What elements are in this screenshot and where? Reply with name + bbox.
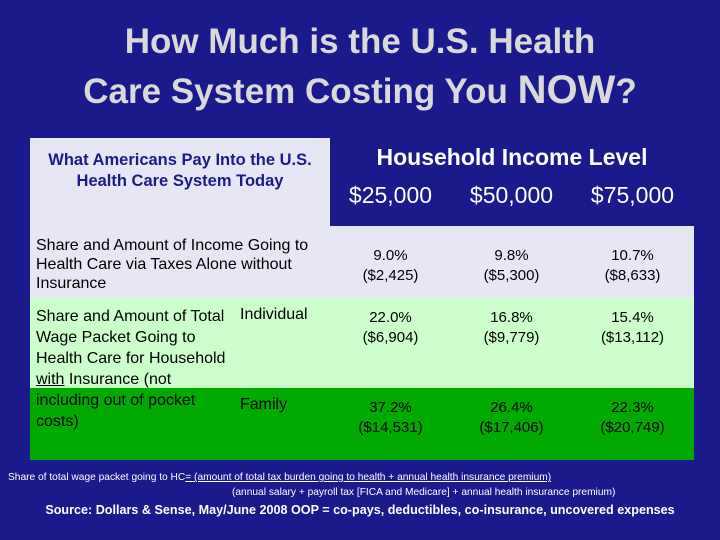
- income-header: Household Income Level $25,000 $50,000 $…: [330, 138, 694, 226]
- income-25000: $25,000: [348, 182, 433, 208]
- title-line-2-prefix: Care System Costing You: [83, 72, 518, 111]
- individual-amt-50000: ($9,779): [483, 329, 540, 346]
- income-group-heading: Household Income Level: [376, 144, 648, 170]
- taxes-pct-50000: 9.8%: [494, 247, 529, 264]
- taxes-amt-75000: ($8,633): [604, 267, 661, 284]
- income-50000: $50,000: [469, 182, 554, 208]
- individual-amt-25000: ($6,904): [362, 329, 419, 346]
- taxes-cell-25000: 9.0% ($2,425): [330, 246, 451, 286]
- individual-amt-75000: ($13,112): [600, 329, 665, 346]
- cost-table: What Americans Pay Into the U.S. Health …: [30, 138, 694, 460]
- taxes-amt-50000: ($5,300): [483, 267, 540, 284]
- insurance-row-label: Share and Amount of Total Wage Packet Go…: [36, 306, 236, 432]
- individual-pct-75000: 15.4%: [611, 309, 654, 326]
- table-corner-heading: What Americans Pay Into the U.S. Health …: [48, 151, 312, 190]
- taxes-pct-25000: 9.0%: [373, 247, 408, 264]
- family-amt-25000: ($14,531): [358, 419, 423, 436]
- taxes-row: Share and Amount of Income Going to Heal…: [30, 226, 694, 298]
- taxes-cell-50000: 9.8% ($5,300): [451, 246, 572, 286]
- footnote-formula: Share of total wage packet going to HC= …: [8, 472, 551, 483]
- title-line-2: Care System Costing You NOW?: [0, 66, 720, 116]
- income-75000: $75,000: [590, 182, 675, 208]
- taxes-pct-75000: 10.7%: [611, 247, 654, 264]
- source-line: Source: Dollars & Sense, May/June 2008 O…: [45, 503, 675, 517]
- individual-pct-50000: 16.8%: [490, 309, 533, 326]
- insurance-label-with: with: [36, 371, 65, 388]
- individual-label: Individual: [240, 306, 308, 323]
- taxes-cell-75000: 10.7% ($8,633): [572, 246, 693, 286]
- footnote-denominator: (annual salary + payroll tax [FICA and M…: [232, 487, 616, 498]
- individual-pct-25000: 22.0%: [369, 309, 412, 326]
- footnote-prefix: Share of total wage packet going to HC: [8, 472, 186, 483]
- title-line-1: How Much is the U.S. Health: [124, 22, 596, 61]
- taxes-row-label: Share and Amount of Income Going to Heal…: [36, 236, 326, 293]
- taxes-label-text: Share and Amount of Income Going to Heal…: [36, 237, 309, 292]
- family-pct-25000: 37.2%: [369, 399, 412, 416]
- individual-row: [30, 298, 694, 388]
- individual-cell-75000: 15.4% ($13,112): [572, 308, 693, 348]
- family-pct-50000: 26.4%: [490, 399, 533, 416]
- taxes-amt-25000: ($2,425): [362, 267, 419, 284]
- family-cell-25000: 37.2% ($14,531): [330, 398, 451, 438]
- individual-cell-50000: 16.8% ($9,779): [451, 308, 572, 348]
- footnote-numerator: = (amount of total tax burden going to h…: [185, 472, 552, 483]
- slide-title: How Much is the U.S. Health Care System …: [0, 18, 720, 116]
- family-amt-50000: ($17,406): [479, 419, 544, 436]
- title-question-mark: ?: [615, 72, 637, 111]
- insurance-label-part2: Insurance (not including out of pocket c…: [36, 371, 196, 430]
- family-row: [30, 388, 694, 460]
- title-now: NOW: [517, 68, 616, 112]
- insurance-label-part1: Share and Amount of Total Wage Packet Go…: [36, 308, 226, 367]
- family-amt-75000: ($20,749): [600, 419, 665, 436]
- family-cell-75000: 22.3% ($20,749): [572, 398, 693, 438]
- individual-cell-25000: 22.0% ($6,904): [330, 308, 451, 348]
- family-pct-75000: 22.3%: [611, 399, 654, 416]
- family-label: Family: [240, 396, 288, 413]
- family-cell-50000: 26.4% ($17,406): [451, 398, 572, 438]
